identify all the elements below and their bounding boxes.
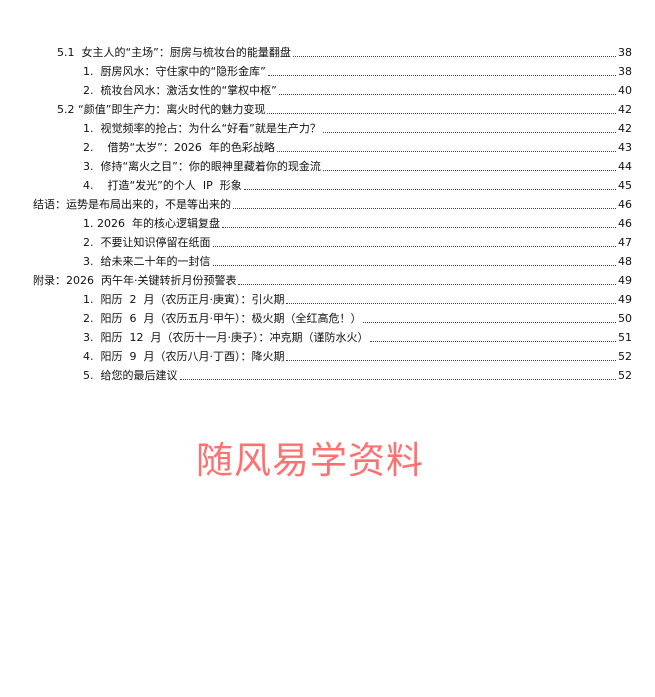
toc-entry[interactable]: 5.1 女主人的“主场”：厨房与梳妆台的能量翻盘 38 (57, 44, 632, 60)
toc-entry-title: 5.2 “颜值”即生产力：离火时代的魅力变现 (57, 103, 266, 116)
toc-entry[interactable]: 3. 给未来二十年的一封信 48 (83, 253, 632, 269)
toc-entry-page: 38 (618, 46, 632, 59)
toc-entry-page: 49 (618, 293, 632, 306)
dot-leader (212, 265, 616, 266)
toc-entry[interactable]: 1. 阳历 2 月（农历正月·庚寅）：引火期 49 (83, 291, 632, 307)
toc-entry-page: 42 (618, 122, 632, 135)
toc-entry-page: 38 (618, 65, 632, 78)
toc-entry[interactable]: 2. 不要让知识停留在纸面 47 (83, 234, 632, 250)
dot-leader (267, 113, 616, 114)
toc-entry-title: 1. 2026 年的核心逻辑复盘 (83, 217, 220, 230)
toc-entry-title: 5. 给您的最后建议 (83, 369, 178, 382)
toc-entry-page: 46 (618, 198, 632, 211)
toc-entry-page: 42 (618, 103, 632, 116)
toc-entry-title: 3. 阳历 12 月（农历十一月·庚子）：冲克期（谨防水火） (83, 331, 369, 344)
toc-entry[interactable]: 5. 给您的最后建议 52 (83, 367, 632, 383)
toc-entry[interactable]: 1. 视觉频率的抢占：为什么“好看”就是生产力？ 42 (83, 120, 632, 136)
dot-leader (233, 208, 616, 209)
toc-entry[interactable]: 1. 厨房风水：守住家中的“隐形金库” 38 (83, 63, 632, 79)
dot-leader (238, 284, 616, 285)
toc-entry-page: 48 (618, 255, 632, 268)
toc-entry-title: 2. 阳历 6 月（农历五月·甲午）：极火期（全红高危！） (83, 312, 362, 325)
toc-entry[interactable]: 2. 借势“太岁”：2026 年的色彩战略 43 (83, 139, 632, 155)
dot-leader (322, 132, 616, 133)
toc-entry-page: 46 (618, 217, 632, 230)
toc-entry-page: 43 (618, 141, 632, 154)
toc-entry[interactable]: 3. 修持“离火之目”：你的眼神里藏着你的现金流 44 (83, 158, 632, 174)
toc-entry-page: 45 (618, 179, 632, 192)
dot-leader (276, 151, 616, 152)
toc-entry-title: 3. 修持“离火之目”：你的眼神里藏着你的现金流 (83, 160, 321, 173)
toc-entry-title: 2. 不要让知识停留在纸面 (83, 236, 211, 249)
toc-entry-page: 52 (618, 369, 632, 382)
toc-entry-title: 5.1 女主人的“主场”：厨房与梳妆台的能量翻盘 (57, 46, 291, 59)
toc-entry-title: 4. 打造“发光”的个人 IP 形象 (83, 179, 242, 192)
dot-leader (267, 75, 616, 76)
dot-leader (278, 94, 616, 95)
toc-entry[interactable]: 附录：2026 丙午年·关键转折月份预警表 49 (33, 272, 632, 288)
toc-entry[interactable]: 3. 阳历 12 月（农历十一月·庚子）：冲克期（谨防水火） 51 (83, 329, 632, 345)
watermark: 随风易学资料 (196, 439, 424, 482)
toc-entry-page: 44 (618, 160, 632, 173)
toc-entry-title: 2. 梳妆台风水：激活女性的“掌权中枢” (83, 84, 277, 97)
dot-leader (212, 246, 616, 247)
toc-entry[interactable]: 5.2 “颜值”即生产力：离火时代的魅力变现 42 (57, 101, 632, 117)
toc-entry-page: 50 (618, 312, 632, 325)
toc-entry[interactable]: 2. 梳妆台风水：激活女性的“掌权中枢” 40 (83, 82, 632, 98)
toc-entry[interactable]: 结语：运势是布局出来的，不是等出来的 46 (33, 196, 632, 212)
toc-entry-title: 1. 视觉频率的抢占：为什么“好看”就是生产力？ (83, 122, 321, 135)
toc-entry-title: 4. 阳历 9 月（农历八月·丁酉）：降火期 (83, 350, 285, 363)
dot-leader (286, 360, 616, 361)
dot-leader (243, 189, 616, 190)
dot-leader (221, 227, 616, 228)
toc-entry-title: 结语：运势是布局出来的，不是等出来的 (33, 198, 231, 211)
toc-entry-title: 附录：2026 丙午年·关键转折月份预警表 (33, 274, 237, 287)
dot-leader (286, 303, 616, 304)
dot-leader (370, 341, 616, 342)
toc-entry-title: 3. 给未来二十年的一封信 (83, 255, 211, 268)
toc-entry-title: 1. 阳历 2 月（农历正月·庚寅）：引火期 (83, 293, 285, 306)
toc-entry[interactable]: 1. 2026 年的核心逻辑复盘 46 (83, 215, 632, 231)
dot-leader (363, 322, 616, 323)
toc-entry-title: 2. 借势“太岁”：2026 年的色彩战略 (83, 141, 275, 154)
toc-entry-page: 49 (618, 274, 632, 287)
toc-entry[interactable]: 4. 阳历 9 月（农历八月·丁酉）：降火期 52 (83, 348, 632, 364)
toc-entry[interactable]: 2. 阳历 6 月（农历五月·甲午）：极火期（全红高危！） 50 (83, 310, 632, 326)
toc-entry-page: 52 (618, 350, 632, 363)
dot-leader (179, 379, 616, 380)
dot-leader (292, 56, 616, 57)
toc-entry-title: 1. 厨房风水：守住家中的“隐形金库” (83, 65, 266, 78)
dot-leader (322, 170, 616, 171)
toc-entry[interactable]: 4. 打造“发光”的个人 IP 形象 45 (83, 177, 632, 193)
toc-entry-page: 51 (618, 331, 632, 344)
toc-entry-page: 47 (618, 236, 632, 249)
toc-entry-page: 40 (618, 84, 632, 97)
